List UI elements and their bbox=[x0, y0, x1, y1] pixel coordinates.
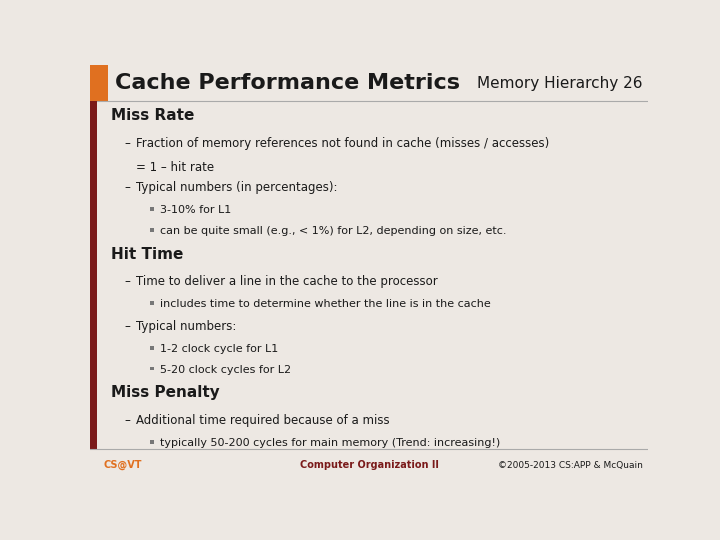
Text: = 1 – hit rate: = 1 – hit rate bbox=[136, 161, 214, 174]
Text: –: – bbox=[125, 414, 130, 427]
Bar bbox=[150, 346, 153, 349]
Bar bbox=[90, 102, 97, 449]
Bar bbox=[150, 301, 153, 305]
Text: –: – bbox=[125, 275, 130, 288]
Text: Memory Hierarchy 26: Memory Hierarchy 26 bbox=[477, 76, 642, 91]
Text: Time to deliver a line in the cache to the processor: Time to deliver a line in the cache to t… bbox=[136, 275, 438, 288]
Text: Typical numbers:: Typical numbers: bbox=[136, 320, 236, 333]
Text: –: – bbox=[125, 137, 130, 150]
Text: CS@VT: CS@VT bbox=[104, 460, 143, 470]
Text: 3-10% for L1: 3-10% for L1 bbox=[160, 205, 231, 215]
Bar bbox=[150, 228, 153, 232]
Text: Cache Performance Metrics: Cache Performance Metrics bbox=[115, 73, 460, 93]
Text: Typical numbers (in percentages):: Typical numbers (in percentages): bbox=[136, 181, 337, 194]
Text: typically 50-200 cycles for main memory (Trend: increasing!): typically 50-200 cycles for main memory … bbox=[160, 438, 500, 448]
Bar bbox=[150, 440, 153, 443]
Text: –: – bbox=[125, 181, 130, 194]
Text: Additional time required because of a miss: Additional time required because of a mi… bbox=[136, 414, 390, 427]
Bar bbox=[150, 207, 153, 211]
Text: –: – bbox=[125, 320, 130, 333]
Text: Miss Penalty: Miss Penalty bbox=[111, 386, 220, 400]
Text: Miss Rate: Miss Rate bbox=[111, 109, 194, 124]
Text: Hit Time: Hit Time bbox=[111, 246, 184, 261]
Text: Fraction of memory references not found in cache (misses / accesses): Fraction of memory references not found … bbox=[136, 137, 549, 150]
Bar bbox=[150, 367, 153, 370]
Text: Computer Organization II: Computer Organization II bbox=[300, 460, 438, 470]
Text: ©2005-2013 CS:APP & McQuain: ©2005-2013 CS:APP & McQuain bbox=[498, 461, 642, 469]
Text: 5-20 clock cycles for L2: 5-20 clock cycles for L2 bbox=[160, 364, 291, 375]
Bar bbox=[90, 65, 109, 102]
Text: includes time to determine whether the line is in the cache: includes time to determine whether the l… bbox=[160, 299, 490, 309]
Text: can be quite small (e.g., < 1%) for L2, depending on size, etc.: can be quite small (e.g., < 1%) for L2, … bbox=[160, 226, 506, 236]
Text: 1-2 clock cycle for L1: 1-2 clock cycle for L1 bbox=[160, 344, 278, 354]
